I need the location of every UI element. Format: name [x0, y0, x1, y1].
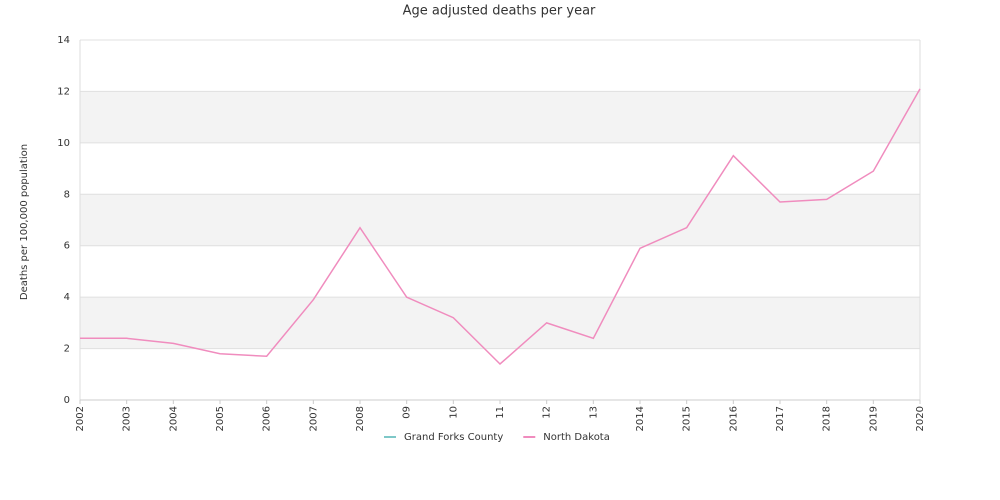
y-tick-label: 8 [64, 189, 70, 200]
y-tick-label: 4 [64, 292, 70, 303]
legend-label: Grand Forks County [404, 432, 503, 443]
y-tick-label: 14 [57, 35, 70, 46]
y-axis-label: Deaths per 100,000 population [19, 144, 30, 300]
legend-label: North Dakota [543, 432, 610, 443]
x-tick-label: 13 [588, 406, 599, 419]
x-tick-label: 2003 [122, 406, 133, 431]
x-tick-label: 2007 [308, 406, 319, 431]
x-tick-label: 2017 [775, 406, 786, 431]
x-tick-label: 11 [495, 406, 506, 419]
y-tick-label: 6 [64, 241, 70, 252]
x-tick-label: 2005 [215, 406, 226, 431]
x-tick-label: 2004 [168, 406, 179, 431]
x-tick-label: 09 [402, 406, 413, 419]
y-tick-label: 0 [64, 395, 70, 406]
y-tick-label: 10 [57, 138, 70, 149]
x-tick-label: 10 [448, 406, 459, 419]
series-line [80, 88, 921, 366]
x-tick-label: 2014 [635, 406, 646, 431]
x-tick-label: 2016 [728, 406, 739, 431]
x-tick-label: 2002 [75, 406, 86, 431]
x-tick-label: 2006 [262, 406, 273, 431]
chart-title: Age adjusted deaths per year [403, 4, 596, 19]
y-tick-label: 2 [64, 344, 70, 355]
x-tick-label: 2018 [822, 406, 833, 431]
x-tick-label: 2019 [868, 406, 879, 431]
grid-band [80, 91, 920, 143]
x-tick-label: 12 [542, 406, 553, 419]
grid-band [80, 194, 920, 246]
x-tick-label: 2020 [915, 406, 926, 431]
x-tick-label: 2015 [682, 406, 693, 431]
y-tick-label: 12 [57, 86, 70, 97]
grid-band [80, 297, 920, 349]
x-tick-label: 2008 [355, 406, 366, 431]
